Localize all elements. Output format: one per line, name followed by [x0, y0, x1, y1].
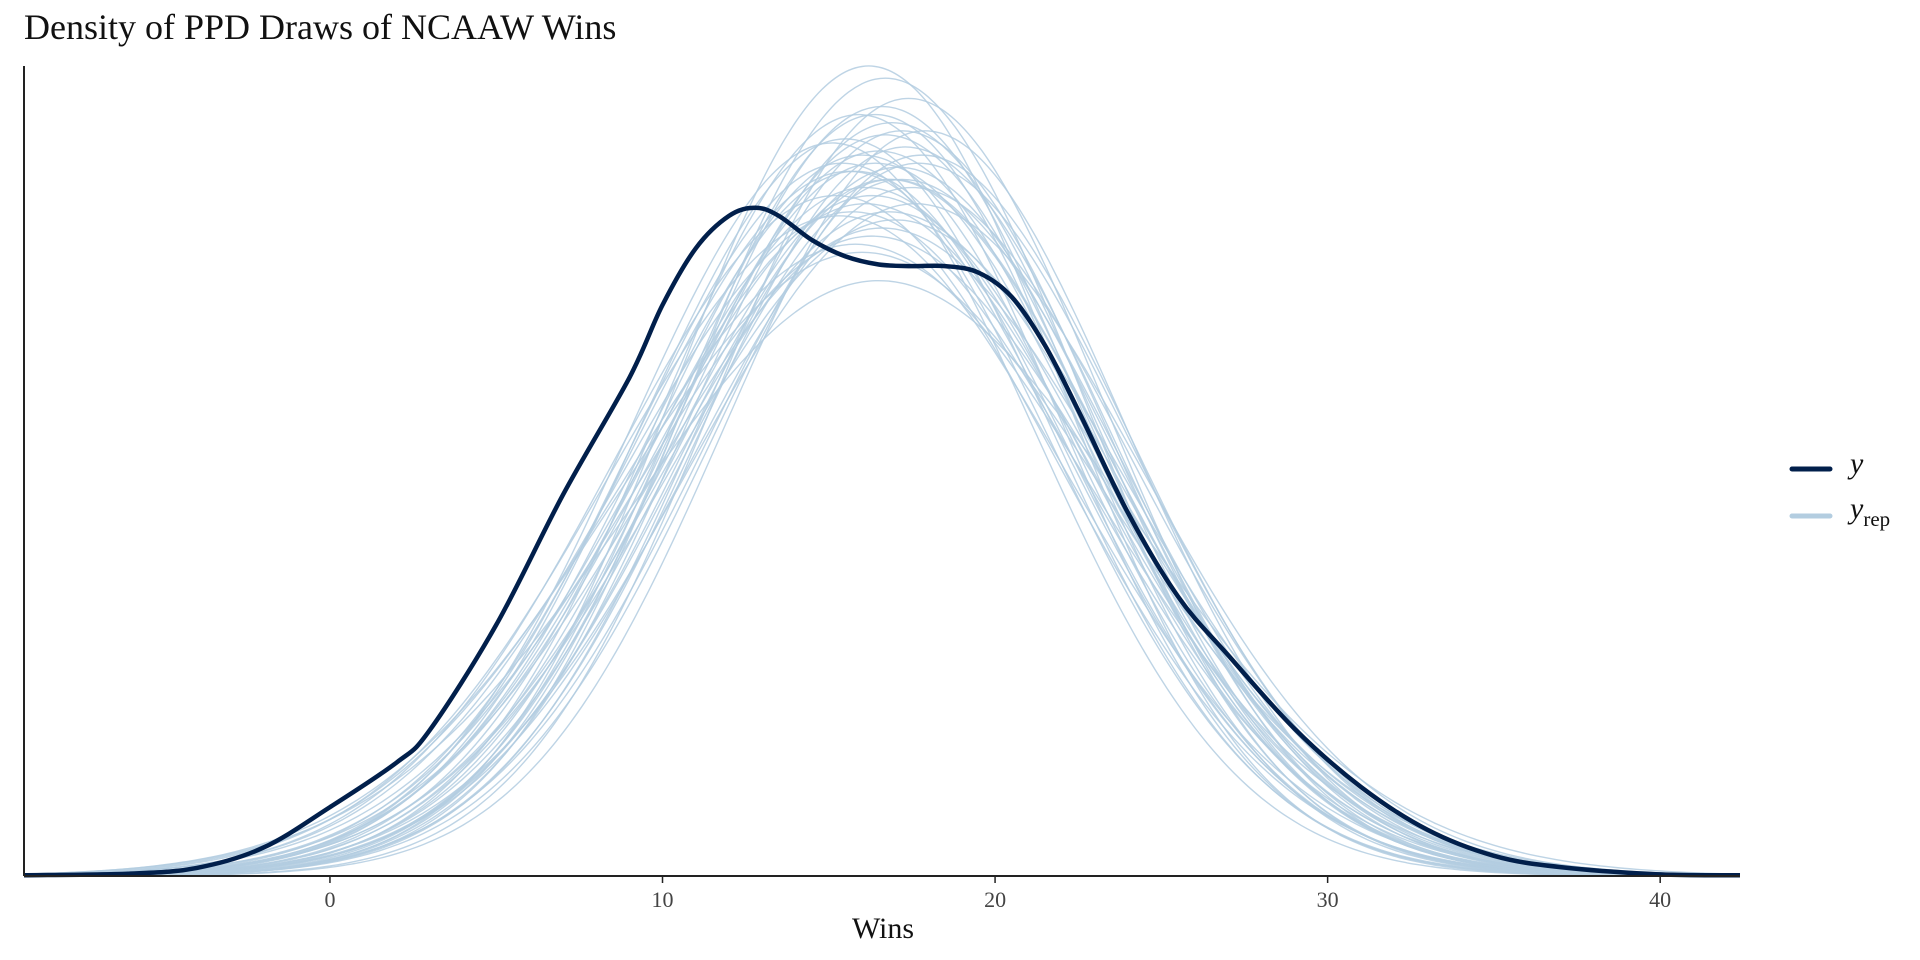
- legend: y yrep: [1789, 447, 1890, 531]
- yrep-density-line-12: [23, 162, 1740, 877]
- y-series-group: [23, 205, 1741, 878]
- yrep-density-line-18: [23, 211, 1741, 877]
- yrep-density-line-35: [24, 178, 1741, 877]
- x-tick-label: 40: [1649, 887, 1671, 912]
- y-density-line: [23, 205, 1741, 878]
- yrep-density-line-39: [23, 215, 1741, 877]
- yrep-density-line-15: [23, 251, 1741, 876]
- yrep-density-line-23: [23, 279, 1741, 875]
- legend-label-yrep: yrep: [1847, 492, 1890, 531]
- yrep-density-line-20: [23, 65, 1740, 877]
- yrep-density-line-32: [23, 97, 1740, 877]
- yrep-density-line-9: [23, 77, 1740, 877]
- yrep-density-line-21: [23, 162, 1740, 877]
- legend-label-y: y: [1847, 447, 1864, 480]
- yrep-density-line-4: [23, 203, 1741, 877]
- legend-item-y: y: [1789, 447, 1864, 480]
- yrep-density-line-11: [23, 219, 1741, 877]
- yrep-density-line-13: [23, 194, 1740, 877]
- yrep-density-line-30: [23, 227, 1741, 876]
- yrep-density-line-24: [23, 121, 1741, 877]
- yrep-density-line-6: [24, 138, 1740, 877]
- yrep-density-line-26: [24, 166, 1741, 877]
- yrep-density-line-3: [23, 130, 1741, 877]
- x-ticks-group: 0 10 20 30 40: [324, 876, 1671, 912]
- yrep-density-line-17: [23, 146, 1741, 877]
- yrep-density-line-8: [23, 235, 1741, 876]
- yrep-density-line-38: [23, 162, 1741, 877]
- yrep-density-line-25: [23, 170, 1741, 877]
- yrep-density-line-5: [23, 178, 1741, 877]
- yrep-density-line-33: [23, 211, 1741, 877]
- yrep-density-line-34: [23, 243, 1741, 876]
- yrep-density-line-2: [23, 170, 1741, 877]
- yrep-series-group: [23, 65, 1741, 877]
- yrep-density-line-16: [23, 105, 1740, 877]
- yrep-density-line-37: [23, 186, 1741, 877]
- yrep-density-line-28: [23, 130, 1740, 877]
- x-tick-label: 0: [324, 887, 335, 912]
- x-tick-label: 30: [1317, 887, 1339, 912]
- yrep-density-line-36: [23, 113, 1740, 877]
- chart-title: Density of PPD Draws of NCAAW Wins: [24, 7, 617, 47]
- yrep-density-line-27: [23, 194, 1741, 877]
- x-tick-label: 20: [984, 887, 1006, 912]
- yrep-density-line-40: [23, 134, 1741, 877]
- yrep-density-line-19: [23, 178, 1741, 877]
- yrep-density-line-22: [23, 202, 1741, 877]
- x-axis-label: Wins: [851, 912, 915, 945]
- yrep-density-line-7: [24, 186, 1741, 877]
- yrep-density-line-29: [24, 142, 1740, 877]
- yrep-density-line-1: [24, 150, 1740, 877]
- yrep-density-line-31: [23, 154, 1740, 877]
- legend-item-yrep: yrep: [1789, 492, 1890, 531]
- yrep-density-line-10: [23, 113, 1741, 877]
- x-tick-label: 10: [652, 887, 674, 912]
